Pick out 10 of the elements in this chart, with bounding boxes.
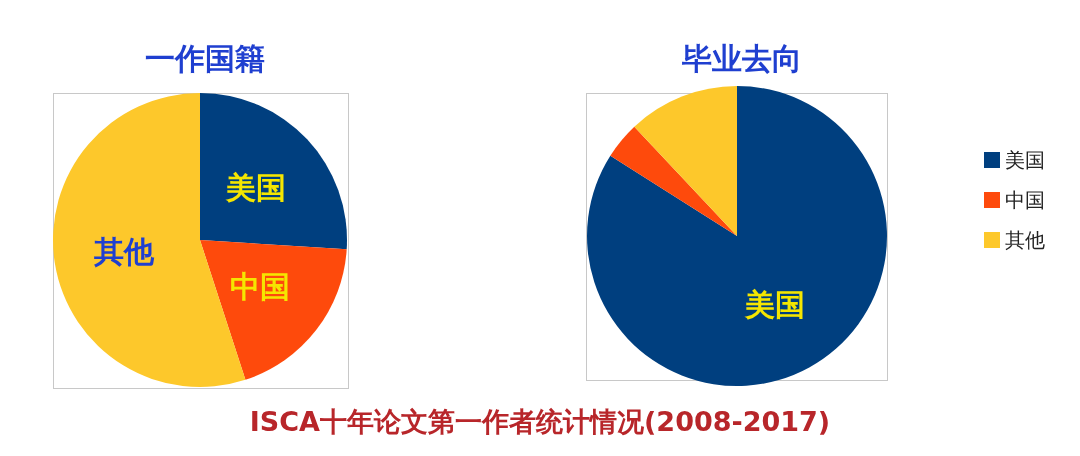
slice-label: 美国 xyxy=(743,286,805,322)
chart-title: 一作国籍 xyxy=(145,40,265,76)
slice-label: 美国 xyxy=(224,170,286,206)
legend-label: 中国 xyxy=(1005,188,1045,212)
text: ISCA十年论文第一作者统计情况(2008-2017) xyxy=(248,405,832,439)
chart-title: 毕业去向 xyxy=(681,40,802,76)
legend-label: 美国 xyxy=(1005,148,1045,172)
slice-label: 中国 xyxy=(230,269,291,305)
slice-label: 其他 xyxy=(93,234,156,270)
legend-label: 其他 xyxy=(1005,228,1045,252)
